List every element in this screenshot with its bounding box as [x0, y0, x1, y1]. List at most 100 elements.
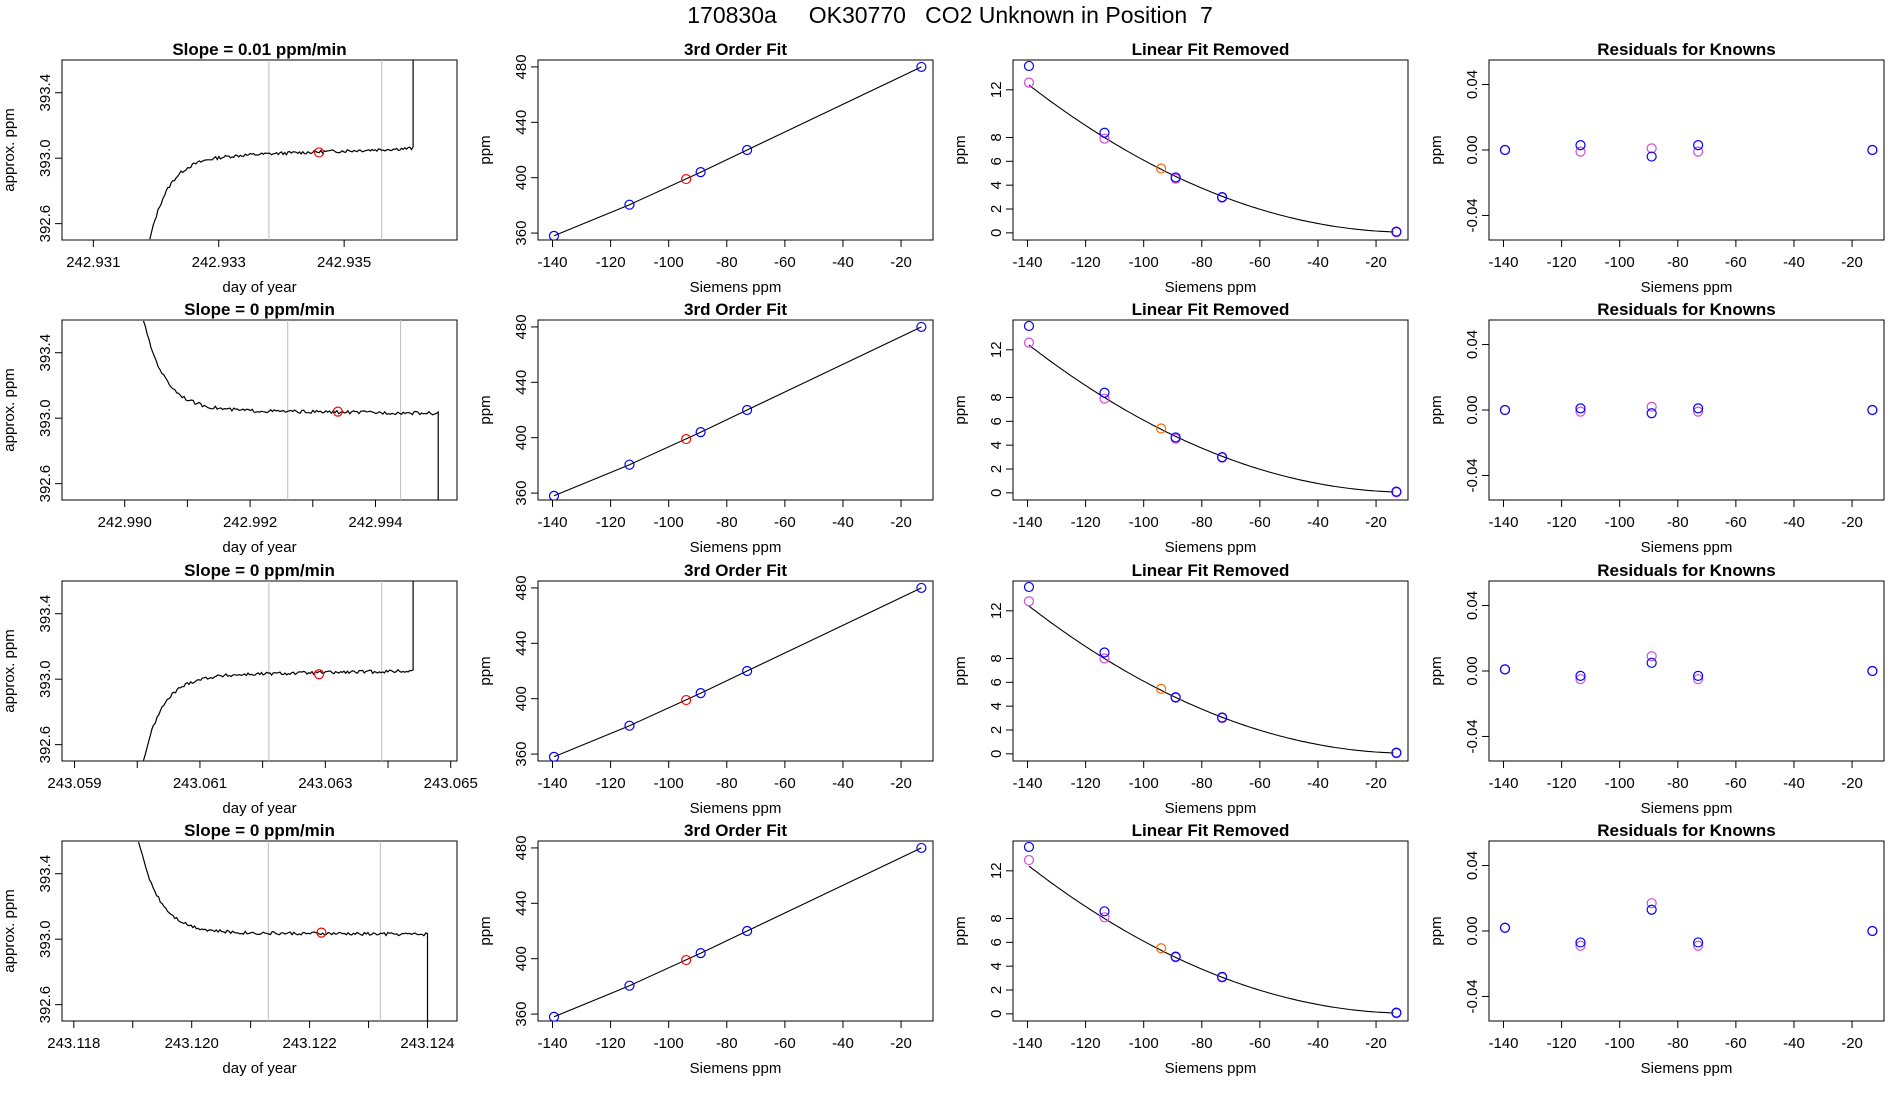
x-tick-label: 243.120: [165, 1035, 219, 1052]
residual-point-a: [1575, 139, 1586, 151]
known-standard-point: [916, 321, 927, 333]
panel-3-4: Residuals for Knowns Siemens ppm ppm -140 -1…: [1428, 561, 1885, 817]
x-tick-label: -120: [596, 514, 626, 531]
known-standard-point: [1099, 387, 1110, 398]
panel-title: Linear Fit Removed: [1132, 821, 1290, 840]
y-axis-label: ppm: [477, 656, 494, 685]
panel-2-4: Residuals for Knowns Siemens ppm ppm -140 -1…: [1428, 300, 1885, 556]
x-tick-label: -140: [1013, 775, 1043, 792]
y-tick-label: 6: [988, 157, 1005, 165]
plot-area: [1023, 581, 1402, 759]
plot-frame: [61, 840, 458, 1022]
y-tick-label: 392.6: [37, 726, 54, 764]
known-standard-point: [1099, 647, 1110, 658]
y-tick-label: 440: [513, 110, 530, 135]
y-tick-label: 2: [988, 465, 1005, 473]
x-tick-label: -60: [1725, 254, 1747, 271]
residual-point-b: [1693, 940, 1704, 951]
y-tick-label: 6: [988, 938, 1005, 946]
residual-point-a: [1646, 657, 1657, 668]
plot-frame: [1012, 59, 1409, 241]
y-axis-label: ppm: [1428, 395, 1445, 424]
plot-area: [138, 841, 429, 1021]
plot-frame: [1012, 319, 1409, 501]
residual-point-a: [1867, 404, 1878, 416]
x-tick-label: -100: [1605, 1035, 1635, 1052]
residual-point-b: [1693, 406, 1704, 417]
x-tick-label: 243.124: [400, 1035, 454, 1052]
residual-point-a: [1693, 139, 1704, 151]
known-standard-point: [916, 582, 927, 594]
x-axis-label: Siemens ppm: [1165, 279, 1257, 296]
residual-point-a: [1867, 925, 1878, 937]
plot-frame: [1488, 580, 1885, 762]
known-standard-point: [1170, 692, 1181, 703]
x-tick-label: -40: [1783, 775, 1805, 792]
x-tick-label: -120: [1071, 254, 1101, 271]
known-standard-point: [742, 404, 753, 416]
x-tick-label: 242.994: [348, 514, 402, 531]
residual-point-b: [1693, 674, 1704, 685]
y-tick-label: 0.00: [1464, 916, 1481, 945]
panel-1-3: Linear Fit Removed Siemens ppm ppm -140 -120…: [952, 40, 1409, 296]
residual-point-a: [1693, 403, 1704, 414]
x-tick-label: -120: [1547, 775, 1577, 792]
x-axis-label: Siemens ppm: [690, 1060, 782, 1077]
known-standard-point: [624, 980, 635, 991]
x-axis-label: Siemens ppm: [1165, 1060, 1257, 1077]
known-standard-point: [624, 459, 635, 470]
residual-point-a: [1499, 664, 1511, 675]
panel-title: Slope = 0 ppm/min: [184, 561, 335, 580]
x-tick-label: -20: [890, 254, 912, 271]
known-point-alt: [1023, 596, 1035, 607]
panel-2-1: Slope = 0 ppm/min day of year approx. ppm 2…: [1, 300, 458, 556]
residual-point-b: [1575, 940, 1586, 951]
x-tick-label: -80: [716, 775, 738, 792]
panel-title: 3rd Order Fit: [684, 821, 787, 840]
x-tick-label: -120: [596, 1035, 626, 1052]
plot-frame: [1488, 59, 1885, 241]
x-tick-label: -140: [538, 1035, 568, 1052]
residual-point-a: [1499, 922, 1511, 933]
y-tick-label: -0.04: [1464, 719, 1481, 753]
panel-title: Slope = 0.01 ppm/min: [172, 40, 346, 59]
known-standard-point: [548, 751, 560, 761]
panel-1-1: Slope = 0.01 ppm/min day of year approx. p…: [1, 40, 458, 296]
y-tick-label: 0.04: [1464, 591, 1481, 620]
y-tick-label: 393.0: [37, 139, 54, 177]
y-tick-label: 2: [988, 726, 1005, 734]
x-axis-label: Siemens ppm: [1165, 539, 1257, 556]
residual-point-b: [1575, 674, 1586, 685]
x-tick-label: -80: [1667, 514, 1689, 531]
y-tick-label: 393.0: [37, 399, 54, 437]
panel-2-3: Linear Fit Removed Siemens ppm ppm -140 -120…: [952, 300, 1409, 556]
panel-title: Slope = 0 ppm/min: [184, 300, 335, 319]
x-tick-label: -60: [1249, 514, 1271, 531]
x-tick-label: -60: [1249, 1035, 1271, 1052]
x-tick-label: 243.122: [282, 1035, 336, 1052]
y-tick-label: 12: [988, 862, 1005, 879]
x-tick-label: -20: [890, 1035, 912, 1052]
fit-curve: [553, 587, 922, 758]
x-tick-label: -100: [1129, 1035, 1159, 1052]
plot-area: [1023, 320, 1402, 498]
known-standard-point: [1023, 841, 1035, 853]
x-tick-label: -40: [1307, 775, 1329, 792]
plot-area: [142, 581, 414, 761]
known-standard-point: [1217, 971, 1228, 982]
plot-frame: [1488, 840, 1885, 1022]
panel-title: Residuals for Knowns: [1597, 821, 1776, 840]
x-tick-label: -120: [1071, 514, 1101, 531]
unknown-sample-point: [681, 173, 692, 185]
panel-3-2: 3rd Order Fit Siemens ppm ppm -140 -120 -100 -…: [477, 561, 934, 817]
x-tick-label: -60: [774, 775, 796, 792]
known-standard-point: [1217, 451, 1228, 463]
y-tick-label: 0.04: [1464, 330, 1481, 359]
x-axis-label: day of year: [222, 279, 296, 296]
known-standard-point: [695, 427, 706, 438]
x-axis-label: Siemens ppm: [1641, 1060, 1733, 1077]
y-tick-label: 8: [988, 654, 1005, 662]
sample-mean-marker: [313, 669, 325, 680]
x-tick-label: -100: [654, 254, 684, 271]
residual-point-b: [1693, 146, 1704, 157]
